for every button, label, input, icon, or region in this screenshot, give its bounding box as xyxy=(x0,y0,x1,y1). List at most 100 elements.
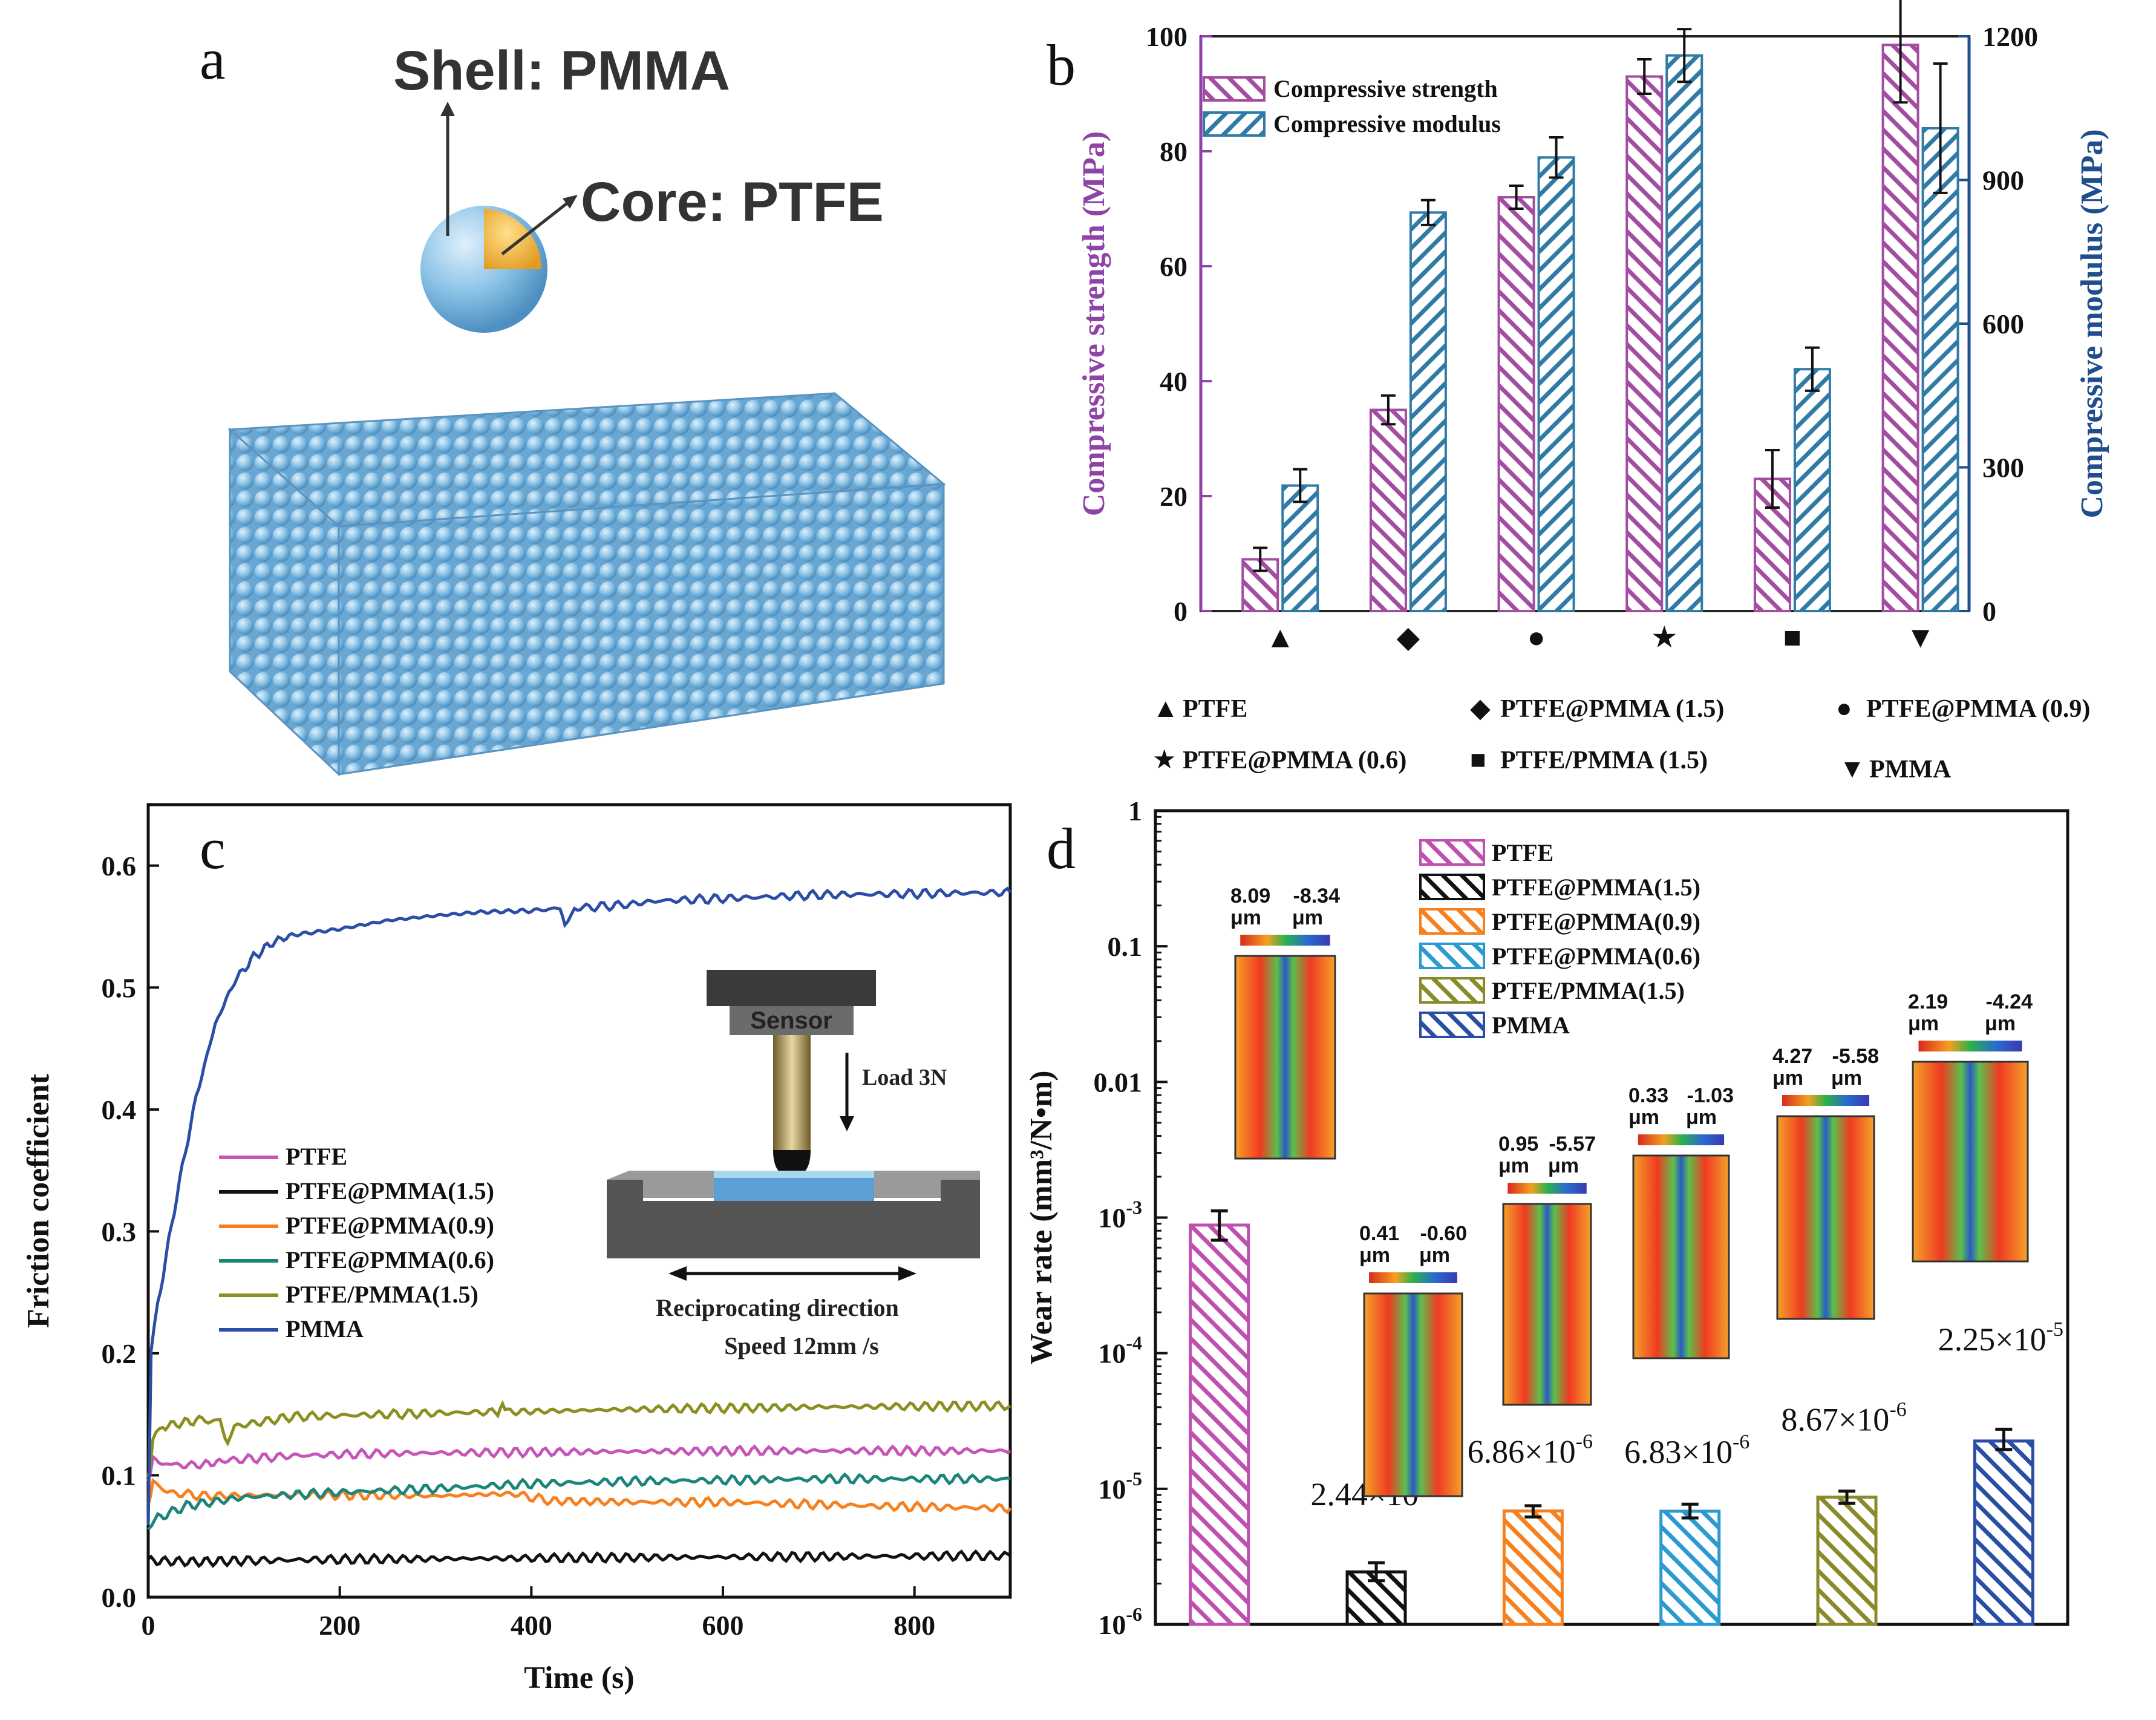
y-axis-title: Friction coefficient xyxy=(21,1073,56,1328)
panel-label-c: c xyxy=(200,816,226,881)
legend-swatch xyxy=(1419,908,1485,935)
y-tick-label: 10-4 xyxy=(1098,1332,1142,1369)
compressive-chart: 0 20 40 60 80 100 0 300 600 900 1200 Compressive st… xyxy=(1077,0,2109,654)
left-tick-label: 60 xyxy=(1160,251,1187,282)
category-symbol: ▲ xyxy=(1265,620,1295,654)
left-tick-label: 20 xyxy=(1160,481,1187,512)
height-min-label: -4.24 xyxy=(1986,990,2033,1013)
core-arrow xyxy=(501,198,573,255)
height-max-unit: μm xyxy=(1230,906,1261,929)
right-tick-label: 300 xyxy=(1982,453,2024,483)
panel-label-b: b xyxy=(1047,33,1076,97)
series-line-ptfe-pmma-1-5- xyxy=(147,1549,1011,1568)
sample-legend-symbol: ■ xyxy=(1470,745,1486,774)
core-label: Core: PTFE xyxy=(581,171,884,233)
modulus-bar xyxy=(1793,368,1831,612)
legend-label: PTFE@PMMA(1.5) xyxy=(286,1177,494,1205)
legend-swatch xyxy=(1419,839,1485,866)
wear-track-heatmap xyxy=(1234,955,1336,1160)
right-axis-title: Compressive modulus (MPa) xyxy=(2075,129,2109,518)
wear-bar-ptfe-pmma-1-5- xyxy=(1816,1496,1878,1626)
sample-legend-label: PTFE@PMMA (1.5) xyxy=(1500,695,1724,723)
y-tick-label: 10-5 xyxy=(1098,1468,1142,1505)
panel-label-d: d xyxy=(1047,816,1076,881)
tribometer-schematic: Sensor Load 3N Reciprocating direction S… xyxy=(607,970,980,1359)
legend-label: PTFE xyxy=(286,1143,347,1170)
strength-bar xyxy=(1369,408,1407,612)
legend-swatch xyxy=(1419,874,1485,900)
shell-label: Shell: PMMA xyxy=(393,40,730,102)
wear-bar-pmma xyxy=(1973,1439,2034,1626)
sample-legend-label: PTFE xyxy=(1183,695,1247,723)
left-tick-label: 0 xyxy=(1174,596,1187,627)
category-symbol: ▼ xyxy=(1906,620,1936,654)
modulus-bar xyxy=(1921,127,1959,612)
height-max-unit: μm xyxy=(1908,1012,1939,1035)
series-line-ptfe xyxy=(146,1444,1011,1482)
wear-rate-chart: 10-6 10-5 10-4 10-3 0.01 0.1 1 Wear rate (mm³/N… xyxy=(1024,796,2069,1640)
y-tick-label: 10-6 xyxy=(1098,1603,1142,1640)
height-colorbar xyxy=(1638,1134,1725,1145)
height-colorbar xyxy=(1918,1041,2022,1051)
height-min-label: -0.60 xyxy=(1420,1222,1468,1245)
legend-label: PTFE@PMMA(0.9) xyxy=(1492,908,1700,935)
right-tick-label: 900 xyxy=(1982,165,2024,196)
x-axis-title: Time (s) xyxy=(524,1661,634,1695)
sample-legend-label: PTFE@PMMA (0.6) xyxy=(1183,747,1406,774)
height-max-label: 0.33 xyxy=(1628,1084,1668,1107)
reciprocating-left-arrowhead-icon xyxy=(668,1266,687,1281)
y-tick-label: 0.2 xyxy=(102,1338,137,1369)
wear-track-heatmap xyxy=(1502,1203,1592,1406)
height-max-unit: μm xyxy=(1772,1067,1803,1090)
y-tick-label: 0.4 xyxy=(102,1094,137,1125)
height-colorbar xyxy=(1782,1095,1869,1106)
legend-label: Compressive modulus xyxy=(1273,110,1501,137)
y-tick-label: 10-3 xyxy=(1098,1197,1142,1234)
category-symbol: ★ xyxy=(1651,620,1678,654)
legend-label: PTFE@PMMA(0.6) xyxy=(286,1246,494,1274)
legend-label: PTFE/PMMA(1.5) xyxy=(286,1281,479,1308)
core-arrowhead-icon xyxy=(563,195,578,209)
shell-arrowhead-icon xyxy=(440,102,455,116)
height-min-unit: μm xyxy=(1831,1067,1862,1090)
legend-label: PTFE/PMMA(1.5) xyxy=(1492,977,1685,1004)
strength-bar xyxy=(1625,75,1664,612)
y-tick-label: 0.3 xyxy=(102,1216,137,1247)
friction-chart: 0 200 400 600 800 0.0 0.1 0.2 0.3 0.4 0.5 0.6 Time (… xyxy=(21,803,1012,1695)
core-shell-schematic: Shell: PMMA Core: PTFE xyxy=(393,40,884,333)
y-tick-label: 0.01 xyxy=(1094,1067,1143,1097)
direction-label: Reciprocating direction xyxy=(656,1294,899,1321)
load-arrowhead-icon xyxy=(840,1116,854,1131)
wear-track-heatmap xyxy=(1776,1115,1875,1320)
core-cutaway xyxy=(484,209,542,269)
wear-value-label: 6.86×10-6 xyxy=(1468,1431,1593,1470)
legend-label: PTFE xyxy=(1492,839,1553,866)
modulus-bar xyxy=(1281,484,1319,612)
height-colorbar xyxy=(1369,1272,1457,1283)
legend-swatch xyxy=(1203,111,1266,137)
height-min-unit: μm xyxy=(1548,1154,1579,1177)
tray xyxy=(607,1180,980,1258)
legend-label: PTFE@PMMA(0.9) xyxy=(286,1212,494,1239)
y-axis-title: Wear rate (mm³/N•m) xyxy=(1024,1070,1059,1364)
sensor-body xyxy=(730,1006,854,1035)
series-line-pmma xyxy=(146,886,1011,1526)
height-min-label: -1.03 xyxy=(1687,1084,1734,1107)
left-tick-label: 80 xyxy=(1160,136,1187,167)
plot-frame xyxy=(146,803,1012,1599)
right-tick-label: 1200 xyxy=(1982,21,2038,52)
y-tick-label: 0.5 xyxy=(102,972,137,1003)
left-tick-label: 40 xyxy=(1160,366,1187,397)
x-tick-label: 600 xyxy=(702,1610,744,1641)
sample-legend-label: PTFE/PMMA (1.5) xyxy=(1500,747,1708,774)
category-symbol: ◆ xyxy=(1397,620,1420,654)
wear-track-heatmap xyxy=(1363,1292,1463,1497)
probe-rod xyxy=(773,1035,811,1150)
wear-bar-ptfe-pmma-0-6- xyxy=(1659,1509,1721,1626)
wear-track-heatmap xyxy=(1632,1154,1730,1359)
panel-label-a: a xyxy=(200,27,226,91)
strength-bar xyxy=(1881,44,1919,612)
modulus-bar xyxy=(1537,156,1575,612)
wear-value-label: 2.25×10-5 xyxy=(1938,1318,2063,1358)
block-front-face xyxy=(338,483,945,776)
